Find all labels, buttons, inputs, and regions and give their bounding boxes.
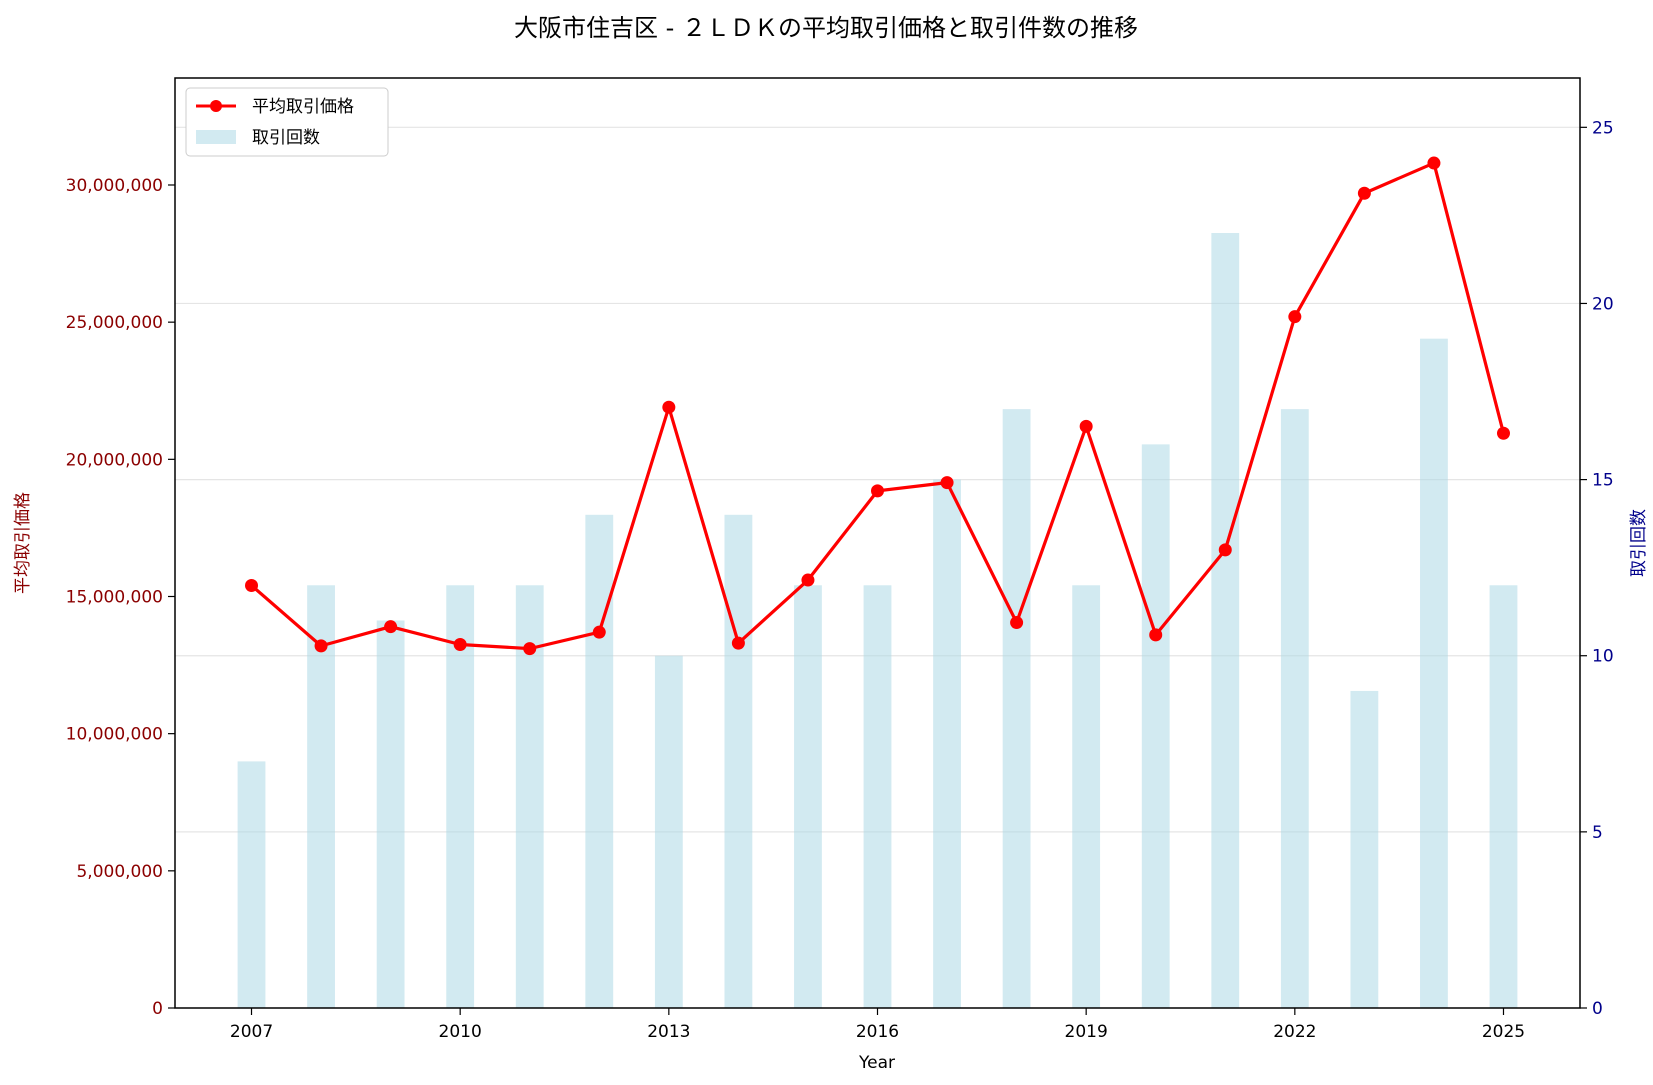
bar-2025	[1489, 585, 1518, 1008]
bar-2012	[585, 514, 614, 1008]
price-point-2024	[1427, 156, 1441, 170]
price-point-2023	[1357, 186, 1371, 200]
bar-2009	[376, 620, 405, 1008]
price-point-2008	[314, 639, 328, 653]
y-axis-left: 0 5,000,000 10,000,000 15,000,000 20,000,000…	[66, 176, 175, 1019]
price-point-2014	[731, 636, 745, 650]
bar-2011	[515, 585, 544, 1008]
y-right-tick-label-3: 15	[1592, 471, 1614, 491]
gridlines	[175, 126, 1580, 833]
price-point-2017	[940, 476, 954, 490]
price-point-2009	[384, 620, 398, 634]
bar-2016	[863, 585, 892, 1008]
legend: 平均取引価格 取引回数	[185, 87, 389, 157]
bar-2008	[307, 585, 335, 1008]
y-right-tick-label-0: 0	[1592, 999, 1603, 1019]
price-point-2025	[1496, 426, 1510, 440]
legend-line-marker	[210, 100, 222, 112]
price-point-2021	[1218, 543, 1232, 557]
price-point-2012	[592, 625, 606, 639]
bar-series-count	[237, 233, 1518, 1008]
y-left-tick-label-3: 15,000,000	[66, 587, 163, 607]
x-tick-label-1: 2010	[439, 1022, 482, 1042]
y-right-tick-label-4: 20	[1592, 294, 1614, 314]
legend-box	[185, 87, 389, 157]
y-left-tick-label-5: 25,000,000	[66, 313, 163, 333]
price-point-2016	[871, 484, 884, 498]
line-series-price	[245, 156, 1510, 656]
bar-2022	[1280, 409, 1309, 1008]
x-tick-label-3: 2016	[856, 1022, 899, 1042]
x-tick-label-4: 2019	[1065, 1022, 1108, 1042]
bar-2010	[446, 585, 475, 1008]
x-tick-label-5: 2022	[1273, 1022, 1316, 1042]
y-left-tick-label-0: 0	[152, 999, 163, 1019]
price-point-2019	[1079, 419, 1093, 433]
y-left-tick-label-1: 5,000,000	[76, 862, 163, 882]
price-point-2011	[523, 642, 537, 656]
price-point-2010	[453, 638, 467, 652]
y-axis-right: 0 5 10 15 20 25	[1580, 118, 1614, 1019]
price-point-2022	[1288, 310, 1302, 324]
legend-bar-swatch	[196, 130, 236, 144]
x-axis: 2007 2010 2013 2016 2019 2022 2025	[230, 1008, 1525, 1042]
price-point-2018	[1010, 616, 1024, 630]
y-axis-left-label: 平均取引価格	[13, 492, 33, 594]
legend-label-count: 取引回数	[252, 128, 320, 148]
price-line	[250, 161, 1506, 651]
y-right-tick-label-1: 5	[1592, 823, 1603, 843]
y-right-tick-label-2: 10	[1592, 647, 1614, 667]
x-tick-label-0: 2007	[230, 1022, 273, 1042]
bar-2021	[1211, 233, 1240, 1008]
bar-2019	[1072, 585, 1101, 1008]
price-point-2013	[662, 400, 676, 414]
bar-2017	[933, 479, 961, 1008]
y-axis-right-label: 取引回数	[1629, 509, 1649, 577]
price-point-2015	[801, 573, 815, 587]
x-tick-label-2: 2013	[647, 1022, 690, 1042]
bar-2015	[794, 585, 822, 1008]
x-tick-label-6: 2025	[1482, 1022, 1525, 1042]
chart-title: 大阪市住吉区 - ２ＬＤＫの平均取引価格と取引件数の推移	[514, 14, 1138, 42]
bar-2014	[724, 514, 753, 1008]
bar-2024	[1420, 338, 1448, 1008]
bar-2013	[654, 655, 683, 1008]
bar-2023	[1350, 690, 1379, 1008]
price-point-2020	[1149, 628, 1163, 642]
x-axis-label: Year	[858, 1053, 895, 1073]
y-right-tick-label-5: 25	[1592, 118, 1614, 138]
legend-label-price: 平均取引価格	[252, 97, 354, 117]
bar-2020	[1141, 444, 1170, 1008]
y-left-tick-label-6: 30,000,000	[66, 176, 163, 196]
bar-2007	[237, 761, 266, 1008]
y-left-tick-label-4: 20,000,000	[66, 450, 163, 470]
bar-2018	[1002, 409, 1031, 1008]
y-left-tick-label-2: 10,000,000	[66, 725, 163, 745]
price-point-2007	[245, 579, 259, 593]
